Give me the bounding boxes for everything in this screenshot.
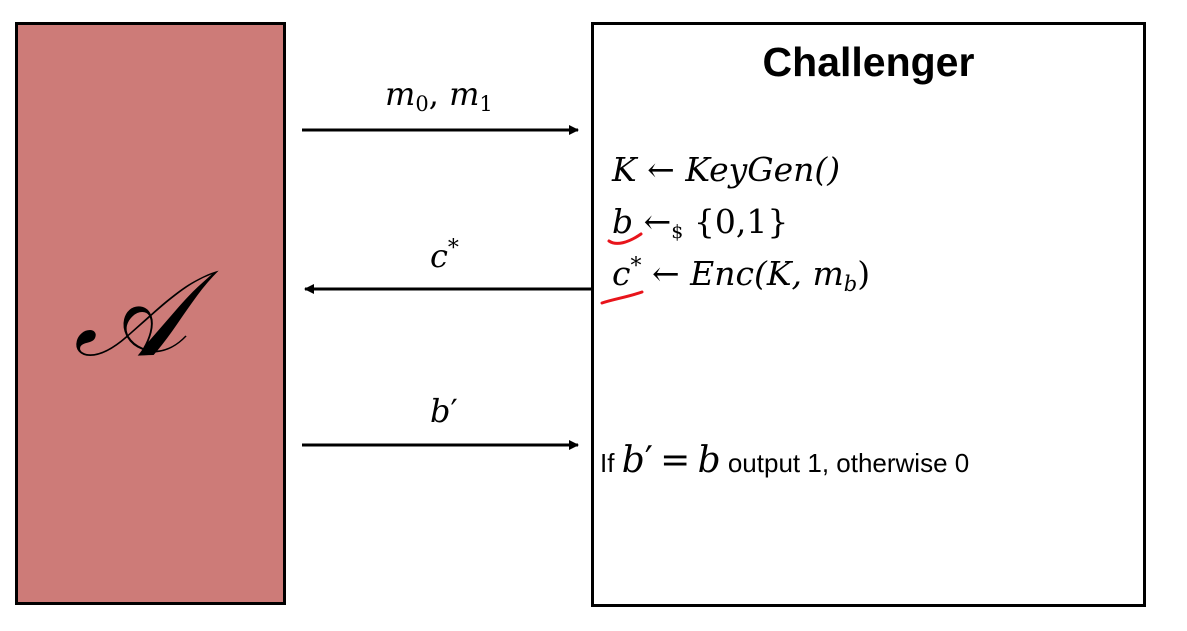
ciphertext-label-star: * — [447, 236, 459, 261]
bit-set: {0,1} — [693, 202, 789, 241]
guess-variable: b — [621, 440, 645, 481]
m1-variable: m — [449, 75, 480, 113]
red-underline-c — [600, 290, 644, 305]
output-suffix: output 1, otherwise 0 — [727, 448, 970, 478]
encrypt-call: Enc(K, — [690, 254, 802, 293]
output-prefix: If — [600, 448, 615, 478]
m0-variable: m — [385, 75, 416, 113]
guess-label: b′ — [430, 395, 458, 427]
guess-b: b — [430, 392, 451, 430]
message-subscript: b — [843, 272, 858, 296]
m1-subscript: 1 — [479, 92, 493, 116]
bit-variable-ref: b — [697, 440, 721, 481]
keygen-call: KeyGen() — [685, 150, 841, 189]
red-underline-b — [607, 232, 643, 245]
ciphertext-label: c* — [430, 236, 459, 275]
key-variable: K — [612, 150, 637, 189]
random-sample-marker: $ — [671, 221, 684, 243]
sample-arrow: ← — [643, 202, 672, 241]
adversary-symbol: 𝒜 — [73, 245, 187, 384]
challenger-box: Challenger — [591, 22, 1146, 607]
assign-arrow: ← — [647, 150, 675, 189]
challenger-title: Challenger — [762, 39, 975, 85]
encrypt-step: c* ← Enc(K, mb) — [612, 256, 870, 295]
ciphertext-star: * — [630, 254, 642, 279]
output-rule: If b′ = b output 1, otherwise 0 — [600, 440, 969, 481]
sample-bit-step: b ←$ {0,1} — [612, 205, 788, 242]
guess-label-prime: ′ — [450, 392, 458, 430]
encrypt-arrow: ← — [651, 254, 680, 293]
equals-sign: = — [660, 440, 691, 481]
ciphertext-variable: c — [612, 254, 631, 293]
adversary-box — [15, 22, 286, 605]
bit-variable: b — [612, 202, 634, 241]
message-variable: m — [812, 254, 844, 293]
encrypt-close-paren: ) — [857, 254, 871, 293]
challenge-messages-label: m0, m1 — [385, 78, 493, 115]
keygen-step: K ← KeyGen() — [612, 153, 840, 186]
m0-subscript: 0 — [415, 92, 429, 116]
ciphertext-c: c — [430, 237, 448, 275]
messages-comma: , — [428, 75, 439, 113]
guess-prime: ′ — [644, 440, 653, 481]
